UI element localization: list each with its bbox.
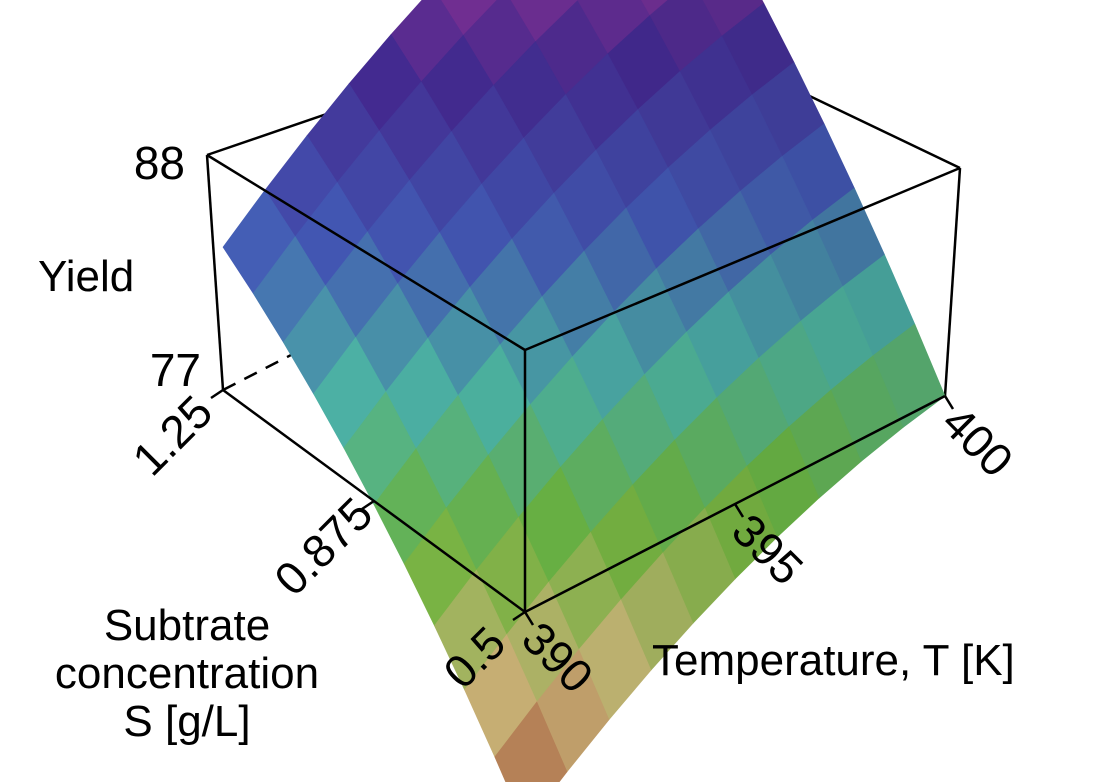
x-tick-label: 400 [932, 396, 1023, 487]
front-box-edges [206, 153, 961, 614]
y-axis-label-line-2: concentration [54, 649, 320, 698]
y-axis-label-line-3: S [g/L] [123, 697, 251, 746]
y-axis-label: Subtrate concentration S [g/L] [42, 602, 332, 746]
y-tick-label: 0.875 [264, 487, 382, 605]
z-tick-label: 88 [134, 137, 185, 189]
x-tick-mark [943, 395, 955, 410]
y-tick-mark [512, 610, 526, 622]
x-tick-mark [523, 611, 535, 626]
surface-mesh [222, 0, 946, 782]
box-edge-At-Ct [206, 153, 526, 352]
box-edge-At-Bt [524, 166, 961, 352]
y-tick-label: 1.25 [122, 385, 222, 485]
x-tick-mark [733, 503, 745, 518]
y-axis-label-line-1: Subtrate [103, 601, 271, 650]
x-axis-label: Temperature, T [K] [652, 636, 1015, 685]
box-edge-C-Ct [205, 154, 225, 391]
z-axis-label: Yield [38, 252, 135, 301]
box-edge-Bc-Bt [943, 167, 962, 397]
z-tick-label: 77 [150, 344, 201, 396]
y-tick-mark [210, 388, 224, 400]
y-tick-mark [361, 499, 375, 511]
surface-patch [494, 701, 568, 782]
